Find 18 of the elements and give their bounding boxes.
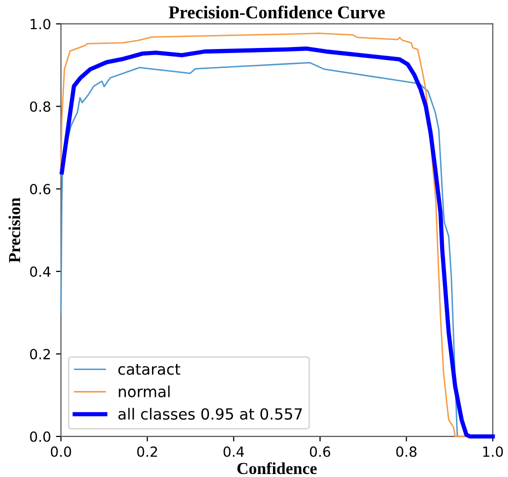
x-axis-title: Confidence — [237, 462, 317, 474]
x-tick-label: 0.2 — [137, 446, 157, 457]
y-tick-label: 0.2 — [30, 348, 50, 360]
x-tick-label: 0.8 — [396, 446, 416, 457]
x-tick-label: 0.0 — [50, 446, 72, 457]
y-tick-label: 0.4 — [30, 266, 50, 277]
y-axis-title: Precision — [8, 198, 20, 263]
x-tick-label: 0.4 — [224, 446, 244, 457]
legend-label: normal — [118, 385, 170, 398]
y-tick-label: 0.6 — [30, 184, 50, 194]
x-tick-label: 0.6 — [310, 446, 330, 457]
legend-label: all classes 0.95 at 0.557 — [118, 408, 302, 420]
y-tick-label: 0.0 — [30, 431, 50, 442]
y-tick-label: 1.0 — [30, 18, 50, 30]
x-tick-label: 1.0 — [483, 446, 503, 457]
legend-label: cataract — [118, 364, 180, 375]
y-tick-label: 0.8 — [30, 101, 50, 112]
chart-title: Precision-Confidence Curve — [168, 6, 385, 19]
